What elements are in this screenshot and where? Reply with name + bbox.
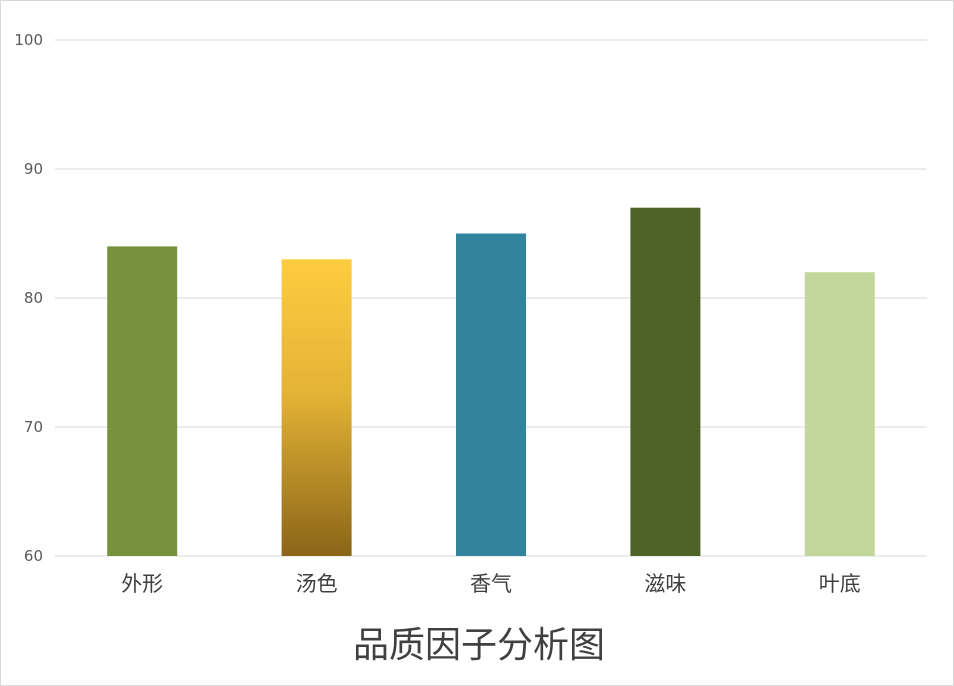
bar-4 xyxy=(630,207,701,556)
y-tick-label: 80 xyxy=(24,289,43,307)
x-tick-label: 滋味 xyxy=(644,572,686,596)
bars xyxy=(107,207,875,556)
x-tick-label: 汤色 xyxy=(296,572,338,596)
x-tick-label: 叶底 xyxy=(819,572,861,596)
x-tick-label: 外形 xyxy=(121,572,163,596)
chart-title: 品质因子分析图 xyxy=(353,625,605,666)
bar-2 xyxy=(281,259,352,556)
bar-5 xyxy=(804,272,875,556)
y-tick-label: 100 xyxy=(14,31,43,49)
y-tick-label: 90 xyxy=(24,160,43,178)
y-axis: 60 70 80 90 100 xyxy=(14,31,43,565)
x-tick-label: 香气 xyxy=(470,572,512,596)
y-tick-label: 60 xyxy=(24,547,43,565)
bar-3 xyxy=(456,233,526,556)
x-axis: 外形 汤色 香气 滋味 叶底 xyxy=(121,572,861,596)
y-tick-label: 70 xyxy=(24,418,43,436)
bar-1 xyxy=(107,246,178,556)
